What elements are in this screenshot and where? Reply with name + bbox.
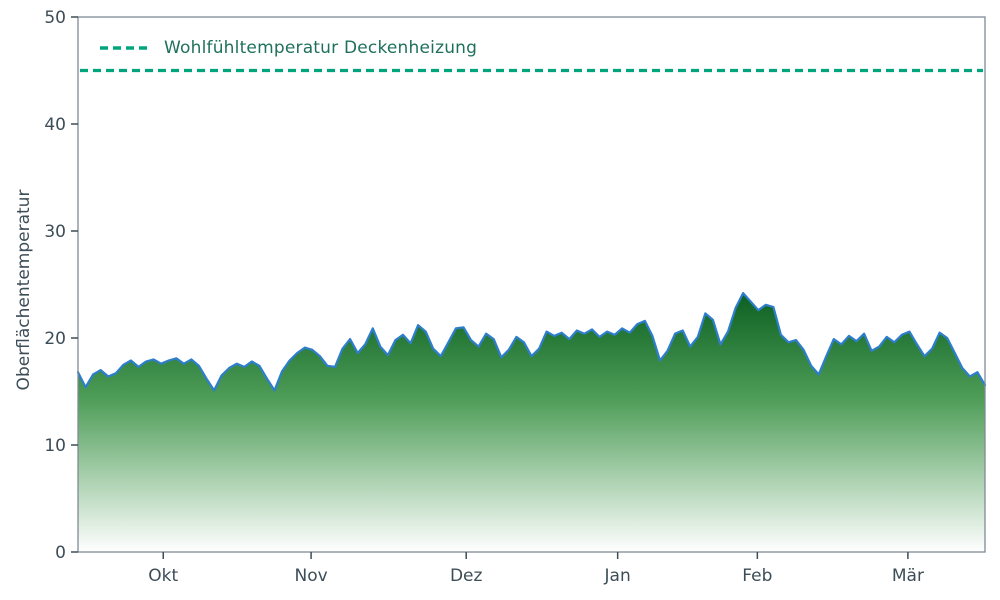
y-tick-label: 40 (44, 115, 66, 135)
reference-line-legend-label: Wohlfühltemperatur Deckenheizung (164, 38, 478, 58)
temperature-area-fill (78, 293, 985, 552)
y-tick-label: 20 (44, 329, 66, 349)
x-tick-label: Dez (450, 566, 483, 586)
chart-legend: Wohlfühltemperatur Deckenheizung (98, 38, 477, 58)
x-tick-label: Okt (148, 566, 178, 586)
reference-line-legend-swatch (100, 46, 148, 50)
x-tick-label: Feb (742, 566, 772, 586)
y-tick-label: 10 (44, 436, 66, 456)
y-tick-label: 30 (44, 222, 66, 242)
x-tick-label: Mär (892, 566, 924, 586)
x-tick-label: Nov (295, 566, 328, 586)
y-axis-title: Oberflächentemperatur (14, 189, 34, 391)
temperature-line (76, 292, 987, 392)
y-tick-label: 0 (55, 543, 66, 563)
y-tick-label: 50 (44, 8, 66, 28)
x-tick-label: Jan (604, 566, 631, 586)
plot-border (77, 16, 986, 553)
